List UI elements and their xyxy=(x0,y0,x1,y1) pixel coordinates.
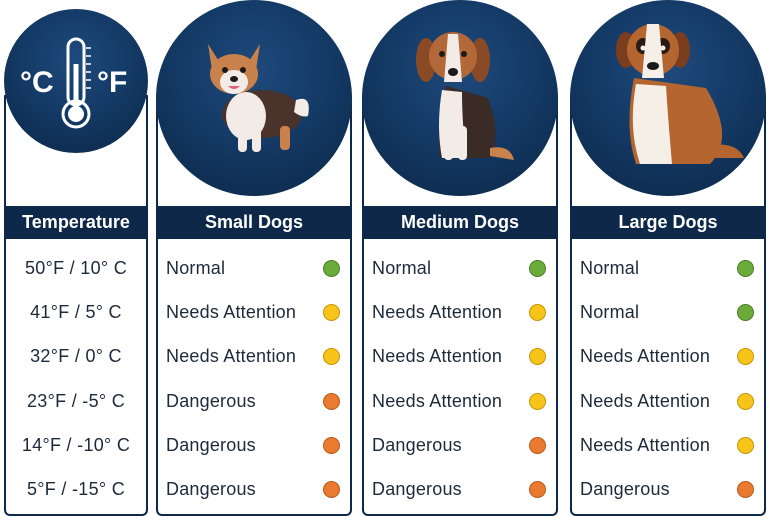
status-row: Normal xyxy=(570,248,766,288)
large-dog-illustration xyxy=(616,24,744,164)
status-indicator xyxy=(737,259,754,277)
status-indicator xyxy=(323,347,340,365)
temp-value: 32°F / 0° C xyxy=(30,345,122,366)
fahrenheit-label: °F xyxy=(97,66,128,99)
status-indicator xyxy=(529,259,546,277)
temp-row: 23°F / -5° C xyxy=(4,381,148,421)
status-label: Normal xyxy=(166,257,226,278)
status-row: Normal xyxy=(156,248,352,288)
status-row: Dangerous xyxy=(362,469,558,509)
temp-row: 5°F / -15° C xyxy=(4,469,148,509)
status-label: Dangerous xyxy=(372,434,462,455)
temp-row: 41°F / 5° C xyxy=(4,292,148,332)
large-dog-badge xyxy=(570,0,766,196)
small-dog-illustration xyxy=(208,44,309,152)
thermometer-icon xyxy=(61,37,91,129)
status-row: Dangerous xyxy=(156,381,352,421)
status-row: Dangerous xyxy=(156,469,352,509)
status-label: Dangerous xyxy=(372,478,462,499)
medium-dogs-column: Medium Dogs Normal Needs Attention Needs… xyxy=(362,0,558,516)
status-row: Needs Attention xyxy=(362,292,558,332)
column-frame xyxy=(4,95,148,516)
status-row: Dangerous xyxy=(570,469,766,509)
status-indicator xyxy=(529,436,546,454)
status-row: Needs Attention xyxy=(570,425,766,465)
status-indicator xyxy=(323,303,340,321)
temp-value: 5°F / -15° C xyxy=(26,478,126,499)
status-indicator xyxy=(529,480,546,498)
status-indicator xyxy=(737,347,754,365)
small-dog-badge xyxy=(156,0,352,196)
temp-value: 50°F / 10° C xyxy=(24,257,128,278)
status-label: Needs Attention xyxy=(166,345,297,366)
status-row: Needs Attention xyxy=(362,381,558,421)
status-indicator xyxy=(323,259,340,277)
status-indicator xyxy=(737,392,754,410)
status-label: Dangerous xyxy=(166,434,256,455)
status-indicator xyxy=(737,436,754,454)
status-label: Dangerous xyxy=(166,390,256,411)
thermometer-badge: °C °F xyxy=(4,9,148,153)
temperature-column: °C °F Temperature 50°F / 10° C 41°F / 5°… xyxy=(4,0,148,516)
medium-dog-illustration xyxy=(416,32,514,160)
status-label: Normal xyxy=(580,301,640,322)
small-dogs-header: Small Dogs xyxy=(156,206,352,239)
status-row: Needs Attention xyxy=(156,292,352,332)
temp-value: 14°F / -10° C xyxy=(21,434,131,455)
status-indicator xyxy=(323,436,340,454)
temp-row: 14°F / -10° C xyxy=(4,425,148,465)
temperature-header: Temperature xyxy=(4,206,148,239)
temp-row: 32°F / 0° C xyxy=(4,336,148,376)
status-label: Needs Attention xyxy=(372,301,503,322)
small-dogs-column: Small Dogs Normal Needs Attention Needs … xyxy=(156,0,352,516)
medium-dogs-header: Medium Dogs xyxy=(362,206,558,239)
status-indicator xyxy=(323,392,340,410)
temp-value: 23°F / -5° C xyxy=(26,390,126,411)
status-row: Needs Attention xyxy=(570,381,766,421)
status-label: Needs Attention xyxy=(372,390,503,411)
medium-dog-badge xyxy=(362,0,558,196)
celsius-label: °C xyxy=(20,66,54,99)
status-row: Needs Attention xyxy=(156,336,352,376)
large-dogs-header: Large Dogs xyxy=(570,206,766,239)
status-label: Needs Attention xyxy=(580,390,711,411)
status-indicator xyxy=(529,392,546,410)
status-row: Needs Attention xyxy=(362,336,558,376)
status-label: Dangerous xyxy=(166,478,256,499)
status-label: Normal xyxy=(372,257,432,278)
status-row: Dangerous xyxy=(362,425,558,465)
status-row: Needs Attention xyxy=(570,336,766,376)
temp-value: 41°F / 5° C xyxy=(30,301,122,322)
status-indicator xyxy=(737,480,754,498)
status-indicator xyxy=(737,303,754,321)
status-label: Needs Attention xyxy=(580,345,711,366)
status-indicator xyxy=(323,480,340,498)
status-label: Normal xyxy=(580,257,640,278)
status-row: Dangerous xyxy=(156,425,352,465)
temp-row: 50°F / 10° C xyxy=(4,248,148,288)
status-row: Normal xyxy=(362,248,558,288)
status-indicator xyxy=(529,347,546,365)
status-label: Needs Attention xyxy=(580,434,711,455)
status-indicator xyxy=(529,303,546,321)
status-row: Normal xyxy=(570,292,766,332)
status-label: Needs Attention xyxy=(166,301,297,322)
status-label: Dangerous xyxy=(580,478,670,499)
large-dogs-column: Large Dogs Normal Normal Needs Attention… xyxy=(570,0,766,516)
status-label: Needs Attention xyxy=(372,345,503,366)
